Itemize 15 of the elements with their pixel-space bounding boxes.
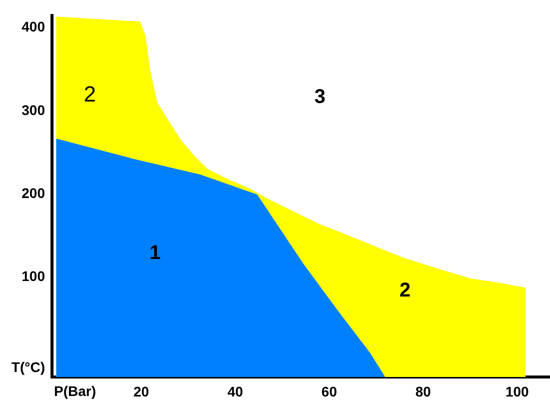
x-axis-title: P(Bar) (54, 382, 96, 399)
x-tick-label: 100 (505, 383, 530, 400)
y-tick-label: 200 (22, 184, 46, 201)
x-tick-label: 60 (321, 383, 338, 400)
y-axis-title: T(°C) (11, 358, 45, 375)
x-tick-label: 80 (415, 383, 432, 400)
annotation: 2 (84, 82, 96, 107)
annotation: 3 (314, 86, 326, 108)
x-tick-label: 20 (133, 383, 150, 400)
y-tick-label: 300 (22, 102, 46, 118)
annotation: 2 (400, 279, 411, 302)
y-tick-label: 400 (22, 18, 46, 35)
y-tick-label: 100 (22, 268, 46, 284)
x-tick-label: 40 (227, 383, 244, 400)
annotation: 1 (150, 242, 161, 264)
